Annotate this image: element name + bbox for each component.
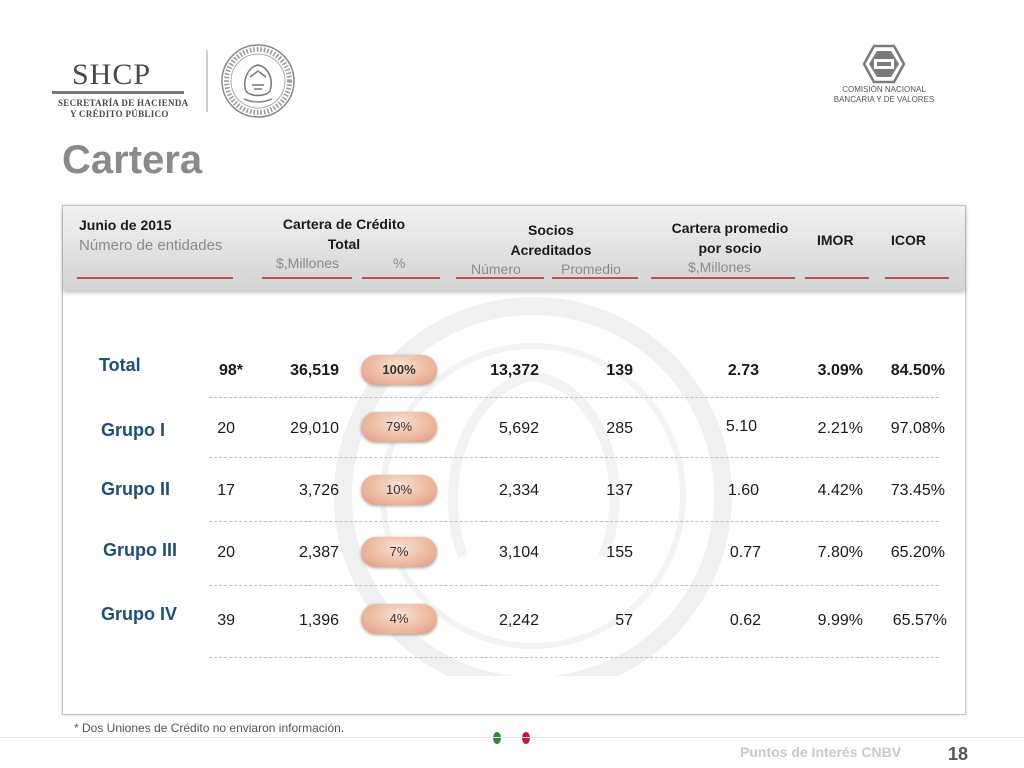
row-separator: [209, 457, 939, 458]
cell-icor: 84.50%: [890, 362, 945, 379]
cell-imor: 2.21%: [817, 420, 863, 437]
cell-entities: 20: [217, 544, 235, 561]
cell-socios: 2,242: [498, 612, 539, 629]
header-underline-average: [552, 277, 638, 279]
header-underline-icor: [885, 277, 949, 279]
cell-socios: 3,104: [498, 544, 539, 561]
header-imor: IMOR: [817, 232, 854, 248]
header-socios-line2: Acreditados: [510, 242, 592, 258]
header-underline-pct: [362, 277, 440, 279]
cell-icor: 65.20%: [890, 544, 945, 561]
pct-badge: 10%: [361, 475, 437, 505]
cell-cartera: 36,519: [290, 362, 339, 379]
cell-entities: 98*: [218, 362, 243, 379]
pct-badge: 7%: [361, 537, 437, 567]
cell-imor: 4.42%: [817, 482, 863, 499]
header-underline-amount: [262, 277, 352, 279]
header-period: Junio de 2015: [79, 217, 172, 233]
header-cartera-line1: Cartera de Crédito: [282, 216, 406, 232]
cell-promedio: 285: [606, 420, 633, 437]
cell-icor: 73.45%: [890, 482, 945, 499]
pct-badge: 100%: [361, 355, 437, 385]
pct-badge: 79%: [361, 412, 437, 442]
cell-entities: 39: [217, 612, 235, 629]
cnbv-caption-line1: COMISIÓN NACIONAL: [842, 85, 926, 94]
cell-socios: 13,372: [490, 362, 539, 379]
cell-promedio: 137: [606, 482, 633, 499]
row-label-grupo-i: Grupo I: [101, 420, 165, 440]
footer-rule: [0, 737, 1024, 738]
cell-icor: 97.08%: [890, 420, 945, 437]
green-dot-icon: [493, 732, 501, 744]
header-cartera-promedio-unit: $,Millones: [688, 259, 752, 275]
header-cartera-promedio-line1: Cartera promedio: [671, 220, 789, 236]
cell-entities: 20: [217, 420, 235, 437]
row-label-total: Total: [99, 355, 141, 375]
cell-imor: 7.80%: [817, 544, 863, 561]
header-entities: Número de entidades: [79, 237, 223, 254]
cell-cartera-socio: 1.60: [727, 482, 759, 499]
row-separator: [209, 585, 939, 586]
cell-entities: 17: [217, 482, 235, 499]
shcp-subtitle-line2: Y CRÉDITO PÚBLICO: [70, 109, 169, 119]
header-underline-promedio: [651, 277, 795, 279]
cnbv-caption: COMISIÓN NACIONAL BANCARIA Y DE VALORES: [828, 85, 940, 105]
row-label-grupo-ii: Grupo II: [101, 479, 170, 499]
shcp-wordmark: SHCP: [72, 58, 152, 91]
table-header: Junio de 2015 Número de entidades Carter…: [63, 206, 965, 290]
header-cartera-line2: Total: [327, 236, 361, 252]
shcp-logo: SHCP SECRETARÍA DE HACIENDA Y CRÉDITO PÚ…: [52, 58, 192, 120]
cell-socios: 2,334: [498, 482, 539, 499]
header-socios-line1: Socios: [528, 222, 574, 238]
footnote: * Dos Uniones de Crédito no enviaron inf…: [74, 721, 345, 735]
cell-cartera-socio: 0.62: [729, 612, 761, 629]
mexican-seal-icon: [221, 44, 295, 118]
row-label-grupo-iv: Grupo IV: [101, 604, 177, 624]
cell-cartera: 1,396: [298, 612, 339, 629]
cell-icor: 65.57%: [892, 612, 947, 629]
cell-promedio: 139: [606, 362, 633, 379]
cell-socios: 5,692: [498, 420, 539, 437]
row-separator: [209, 521, 939, 522]
page-title: Cartera: [62, 138, 203, 182]
header-underline-imor: [805, 277, 869, 279]
cnbv-emblem-icon: [862, 44, 906, 84]
shcp-subtitle-line1: SECRETARÍA DE HACIENDA: [58, 98, 189, 108]
cell-cartera-socio: 0.77: [729, 544, 761, 561]
page-number: 18: [948, 744, 969, 764]
header-cartera-promedio-line2: por socio: [698, 240, 762, 256]
header-underline-number: [456, 277, 544, 279]
cell-imor: 9.99%: [817, 612, 863, 629]
cartera-table-card: Junio de 2015 Número de entidades Carter…: [62, 205, 966, 715]
footer-brand: Puntos de Interés CNBV: [740, 744, 902, 760]
header-cartera: Cartera de Crédito Total: [261, 214, 427, 254]
cnbv-logo: COMISIÓN NACIONAL BANCARIA Y DE VALORES: [828, 44, 948, 110]
red-dot-icon: [522, 732, 530, 744]
cell-cartera: 29,010: [290, 420, 339, 437]
header-socios-average: Promedio: [561, 261, 621, 277]
header-cartera-pct: %: [393, 255, 406, 271]
cell-promedio: 155: [606, 544, 633, 561]
header-cartera-amount: $,Millones: [276, 255, 340, 271]
shcp-rule: [52, 91, 184, 94]
cell-promedio: 57: [615, 612, 633, 629]
cell-imor: 3.09%: [817, 362, 863, 379]
row-label-grupo-iii: Grupo III: [103, 540, 177, 560]
header-underline-entities: [77, 277, 233, 279]
header-socios-number: Número: [471, 261, 521, 277]
cell-cartera: 3,726: [298, 482, 339, 499]
cell-cartera: 2,387: [298, 544, 339, 561]
cell-cartera-socio: 2.73: [727, 362, 759, 379]
cell-cartera-socio: 5.10: [725, 418, 757, 435]
row-separator: [209, 397, 939, 398]
header-socios: Socios Acreditados: [479, 220, 623, 260]
row-separator: [209, 657, 939, 658]
shcp-subtitle: SECRETARÍA DE HACIENDA Y CRÉDITO PÚBLICO: [58, 98, 188, 120]
header-icor: ICOR: [891, 232, 926, 248]
cnbv-caption-line2: BANCARIA Y DE VALORES: [833, 95, 935, 104]
header-cartera-promedio: Cartera promedio por socio: [649, 218, 811, 258]
pct-badge: 4%: [361, 604, 437, 634]
logo-divider: [206, 50, 208, 112]
